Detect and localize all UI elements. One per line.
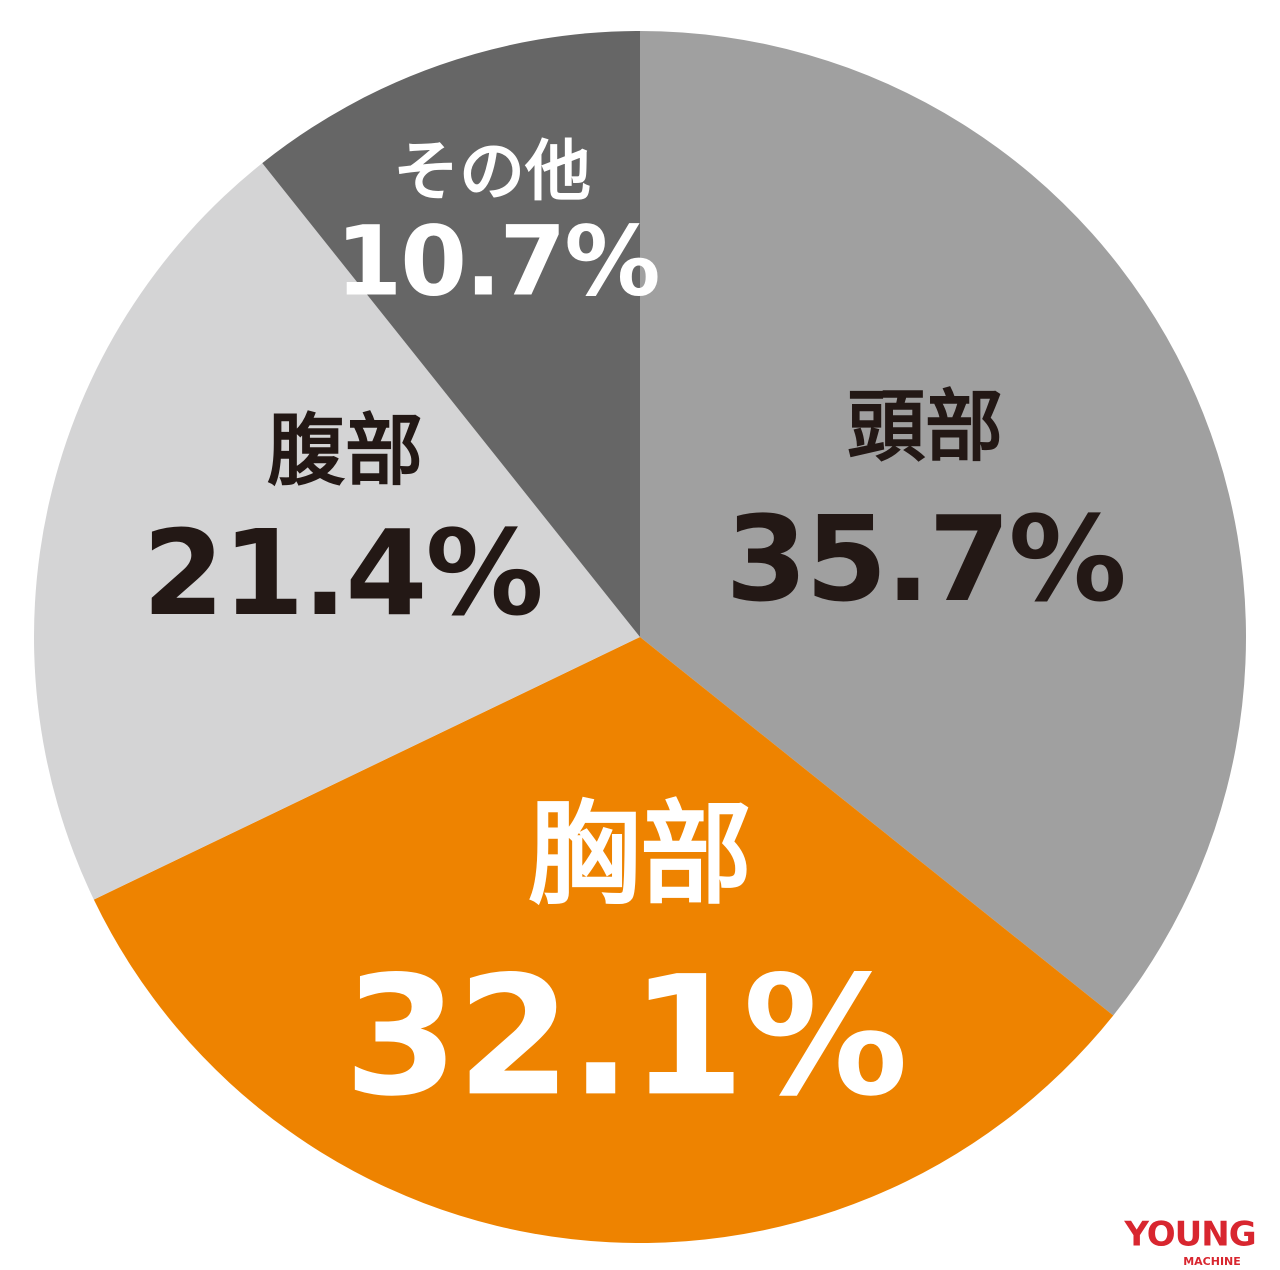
pie-slice [262,31,640,637]
pie-slice [34,163,641,900]
slice-label: 腹部 [267,406,423,496]
value-label: 35.7% [725,490,1124,628]
pie-slice [93,637,1114,1244]
slice-label: その他 [393,133,591,210]
value-label: 10.7% [335,205,658,317]
slice-label: 頭部 [847,382,1003,472]
pie-slice [640,31,1247,1016]
logo-title: YOUNG [1123,1215,1255,1255]
value-label: 21.4% [142,504,541,642]
pie [34,31,1247,1244]
logo-subtitle: MACHINE [1183,1255,1241,1268]
slice-label: 胸部 [528,790,752,920]
value-label: 32.1% [344,940,906,1132]
